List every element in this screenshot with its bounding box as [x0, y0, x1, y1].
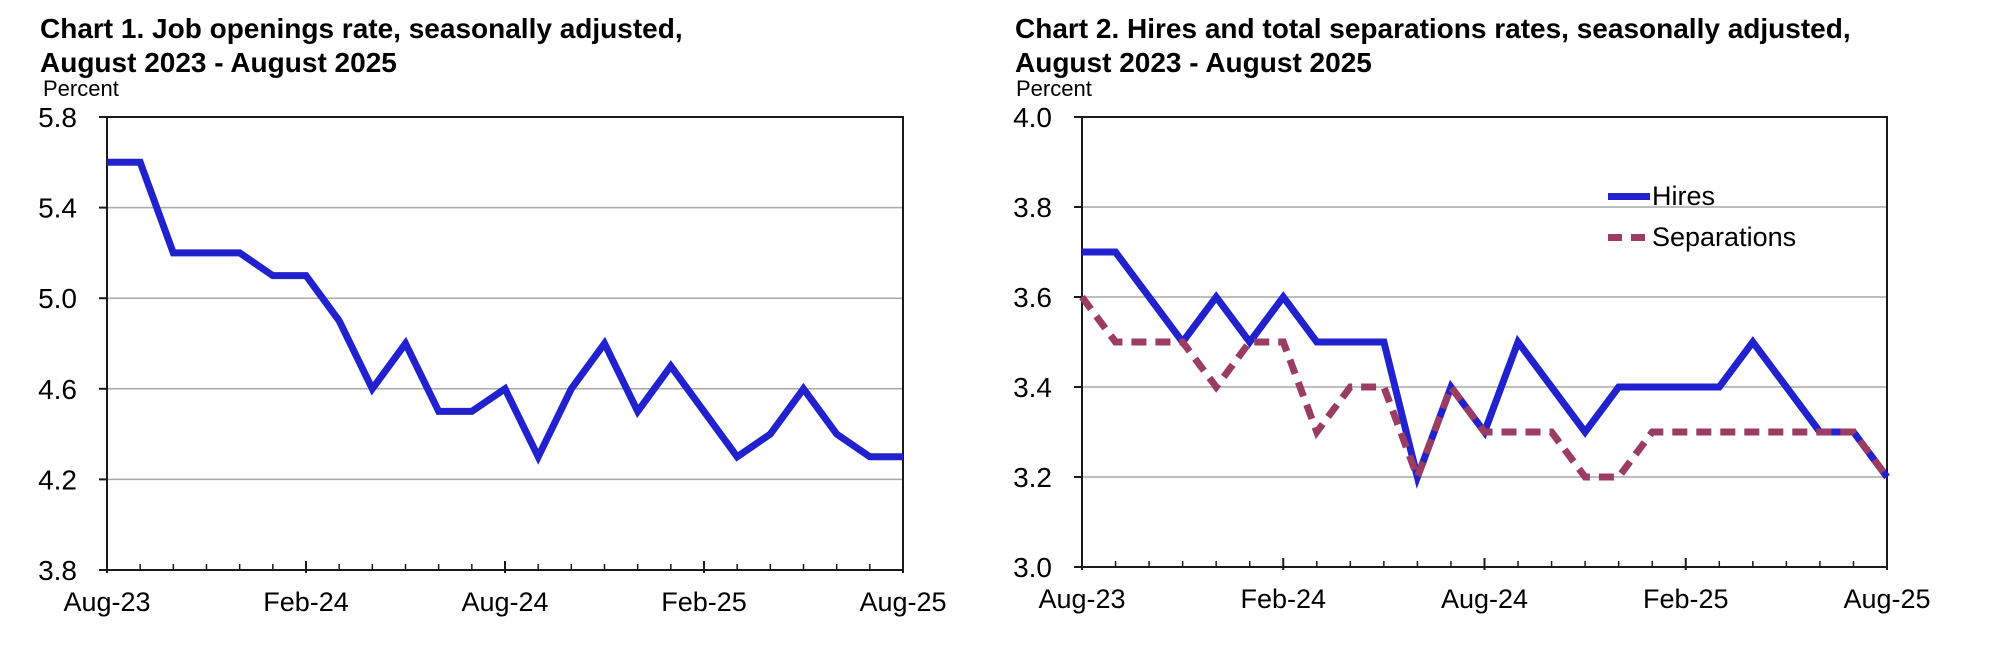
plot-border [106, 116, 904, 571]
y-tick-label: 5.0 [38, 283, 77, 314]
chart2-title-line1: Chart 2. Hires and total separations rat… [1015, 13, 1851, 44]
chart1-title-line2: August 2023 - August 2025 [40, 47, 397, 78]
chart2-title: Chart 2. Hires and total separations rat… [1015, 12, 1851, 80]
series-line-job-openings-rate [107, 158, 903, 465]
chart2-y-axis-unit-label: Percent [1016, 76, 1092, 101]
legend-entry-separations: Separations [1608, 222, 1797, 252]
x-tick-label: Aug-24 [1441, 584, 1528, 614]
x-tick-label: Feb-25 [1643, 584, 1729, 614]
y-tick-label: 3.4 [1013, 372, 1052, 403]
y-tick-label: 3.0 [1013, 552, 1052, 583]
hires-line-swatch [1608, 193, 1650, 200]
y-tick-label: 4.2 [38, 464, 77, 495]
y-tick-label: 3.6 [1013, 282, 1052, 313]
x-tick-label: Aug-23 [63, 587, 150, 617]
series-line-separations [1079, 294, 1890, 488]
separations-legend-label: Separations [1652, 222, 1797, 252]
x-tick-label: Aug-23 [1038, 584, 1125, 614]
chart1-title: Chart 1. Job openings rate, seasonally a… [40, 12, 683, 80]
legend-entry-hires: Hires [1608, 181, 1796, 211]
y-tick-label: 4.6 [38, 374, 77, 405]
y-tick-label: 3.2 [1013, 462, 1052, 493]
y-tick-label: 5.4 [38, 193, 77, 224]
y-tick-label: 4.0 [1013, 102, 1052, 133]
x-tick-label: Feb-25 [661, 587, 747, 617]
chart2-legend: Hires Separations [1608, 181, 1797, 252]
x-tick-label: Aug-24 [461, 587, 548, 617]
x-tick-label: Aug-25 [1843, 584, 1930, 614]
chart2-title-line2: August 2023 - August 2025 [1015, 47, 1372, 78]
chart1-title-line1: Chart 1. Job openings rate, seasonally a… [40, 13, 683, 44]
separations-line-swatch [1608, 234, 1650, 241]
x-tick-label: Feb-24 [1240, 584, 1326, 614]
y-tick-label: 3.8 [1013, 192, 1052, 223]
hires-legend-label: Hires [1652, 181, 1716, 211]
x-tick-label: Aug-25 [859, 587, 946, 617]
y-tick-label: 5.8 [38, 102, 77, 133]
chart1-y-axis-unit-label: Percent [43, 76, 119, 101]
y-tick-label: 3.8 [38, 555, 77, 586]
x-tick-label: Feb-24 [263, 587, 349, 617]
